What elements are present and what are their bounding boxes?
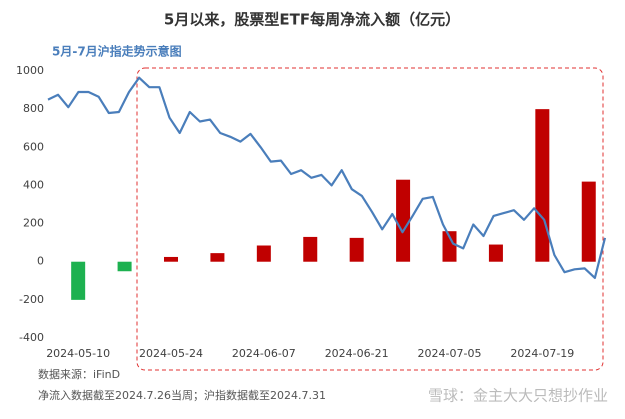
y-tick-label: -200 xyxy=(19,293,44,306)
x-tick-label: 2024-05-24 xyxy=(139,347,203,360)
x-tick-label: 2024-07-05 xyxy=(418,347,482,360)
y-tick-label: 0 xyxy=(37,255,44,268)
chart-title: 5月以来，股票型ETF每周净流入额（亿元） xyxy=(164,11,460,29)
bar xyxy=(442,231,457,262)
bar xyxy=(117,261,132,272)
bar xyxy=(349,237,364,262)
bar xyxy=(488,244,503,262)
y-tick-label: 600 xyxy=(23,140,44,153)
bar xyxy=(210,253,225,262)
watermark: 雪球：金主大大只想抄作业 xyxy=(428,387,608,405)
bar xyxy=(581,181,596,262)
y-tick-label: -400 xyxy=(19,331,44,344)
highlight-box xyxy=(136,67,604,371)
bar xyxy=(71,261,86,300)
y-tick-label: 800 xyxy=(23,102,44,115)
bar xyxy=(256,245,271,262)
x-tick-label: 2024-07-19 xyxy=(510,347,574,360)
date-note: 净流入数据截至2024.7.26当周；沪指数据截至2024.7.31 xyxy=(38,388,326,402)
bar xyxy=(164,256,179,262)
bar xyxy=(396,179,411,262)
y-tick-label: 200 xyxy=(23,217,44,230)
bar xyxy=(303,236,318,262)
y-tick-label: 1000 xyxy=(16,64,44,77)
index-line xyxy=(47,76,607,279)
x-tick-label: 2024-06-07 xyxy=(232,347,296,360)
bar xyxy=(535,109,550,262)
source-note: 数据来源：iFinD xyxy=(38,367,120,381)
chart-subtitle: 5月-7月沪指走势示意图 xyxy=(52,44,182,59)
x-tick-label: 2024-06-21 xyxy=(325,347,389,360)
y-tick-label: 400 xyxy=(23,178,44,191)
x-tick-label: 2024-05-10 xyxy=(46,347,110,360)
